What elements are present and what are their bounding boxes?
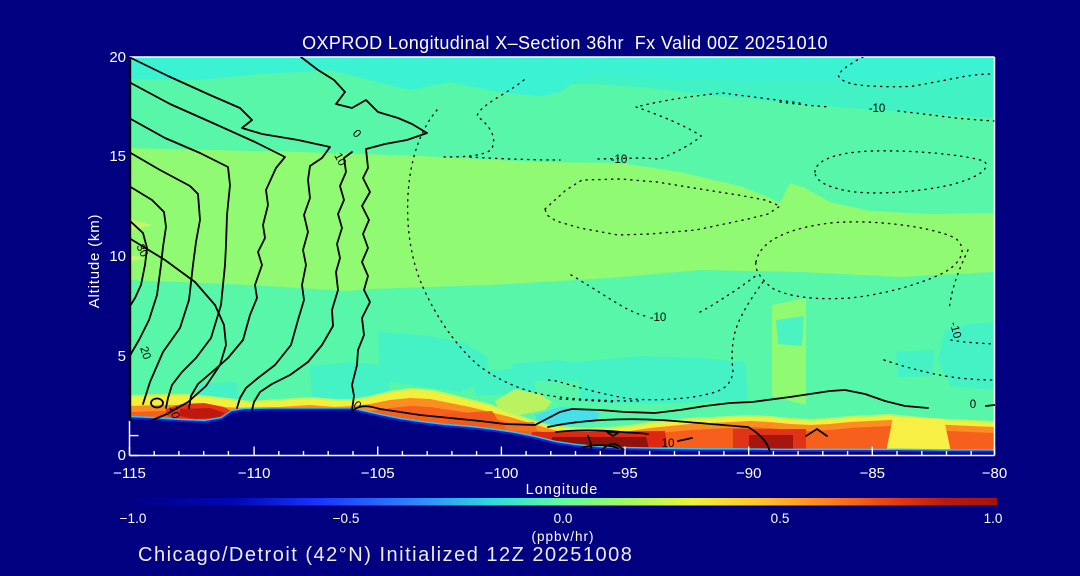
svg-text:−0.5: −0.5 xyxy=(333,511,360,526)
svg-text:-10: -10 xyxy=(611,154,628,166)
svg-text:0: 0 xyxy=(118,447,126,464)
svg-text:Altitude (km): Altitude (km) xyxy=(86,214,103,309)
svg-text:−1.0: −1.0 xyxy=(120,511,147,526)
svg-text:-10: -10 xyxy=(947,321,963,340)
svg-text:0: 0 xyxy=(970,399,976,411)
svg-text:OXPROD Longitudinal X–Section: OXPROD Longitudinal X–Section 36hr Fx Va… xyxy=(302,33,828,53)
svg-text:10: 10 xyxy=(166,404,181,419)
svg-text:1.0: 1.0 xyxy=(984,511,1003,526)
svg-text:-10: -10 xyxy=(869,103,886,115)
svg-text:10: 10 xyxy=(662,438,675,450)
svg-text:(ppbv/hr): (ppbv/hr) xyxy=(531,529,594,544)
svg-text:−100: −100 xyxy=(485,465,519,482)
svg-text:−80: −80 xyxy=(982,465,1007,482)
svg-text:5: 5 xyxy=(118,348,126,365)
svg-text:0.0: 0.0 xyxy=(554,511,573,526)
svg-text:Longitude: Longitude xyxy=(526,482,599,498)
svg-text:−95: −95 xyxy=(612,465,637,482)
svg-text:−85: −85 xyxy=(860,465,885,482)
svg-text:−110: −110 xyxy=(238,465,271,482)
svg-text:Chicago/Detroit (42°N) Initial: Chicago/Detroit (42°N) Initialized 12Z 2… xyxy=(138,544,633,566)
svg-text:10: 10 xyxy=(331,151,348,168)
svg-text:15: 15 xyxy=(109,148,126,165)
svg-text:20: 20 xyxy=(137,345,152,361)
svg-text:−90: −90 xyxy=(736,465,761,482)
svg-text:−105: −105 xyxy=(361,465,395,482)
svg-text:-10: -10 xyxy=(650,312,667,324)
svg-text:−115: −115 xyxy=(113,465,146,482)
svg-text:30: 30 xyxy=(134,242,150,259)
svg-text:0.5: 0.5 xyxy=(771,511,790,526)
svg-text:10: 10 xyxy=(109,248,126,265)
svg-text:20: 20 xyxy=(109,49,126,66)
